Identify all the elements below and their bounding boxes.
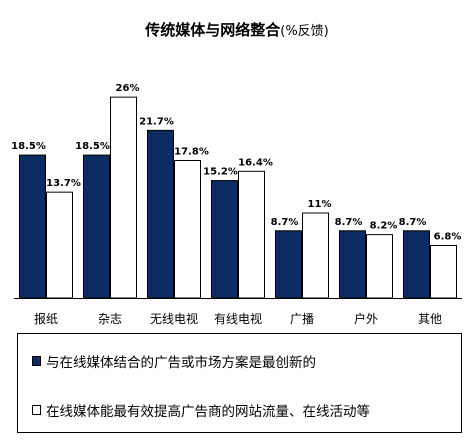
plot-area: 18.5% 13.7% 报纸 18.5% 26% 杂志 21.7% 17.8% 无线电视 15.2… <box>11 83 462 326</box>
chart-title: 传统媒体与网络整合(%反馈) <box>144 21 329 39</box>
legend-swatch-series1 <box>32 356 41 366</box>
value-label-s1-3: 15.2% <box>203 167 238 178</box>
value-label-s2-2: 17.8% <box>174 146 209 157</box>
value-label-s2-6: 6.8% <box>434 231 462 242</box>
bar-s2-4 <box>302 212 329 299</box>
legend-label-series2: 在线媒体能最有效提高广告商的网站流量、在线活动等 <box>46 404 370 420</box>
legend-swatch-series2 <box>32 405 41 415</box>
bar-s1-1 <box>83 154 110 299</box>
value-label-s1-2: 21.7% <box>139 116 174 127</box>
legend-item-series1: 与在线媒体结合的广告或市场方案是最创新的 <box>32 351 316 371</box>
bar-s2-5 <box>366 234 393 299</box>
bar-s1-4 <box>275 230 302 299</box>
chart-title-main: 传统媒体与网络整合 <box>144 21 281 39</box>
bar-s1-5 <box>339 230 366 299</box>
bar-s1-3 <box>211 180 238 299</box>
bar-s2-3 <box>238 170 265 299</box>
category-label-6: 其他 <box>418 312 442 326</box>
value-label-s1-4: 8.7% <box>271 217 299 228</box>
category-label-1: 杂志 <box>98 312 122 326</box>
bar-s1-2 <box>147 129 174 299</box>
bar-s1-6 <box>403 230 430 299</box>
value-label-s2-1: 26% <box>116 83 140 94</box>
legend: 与在线媒体结合的广告或市场方案是最创新的 在线媒体能最有效提高广告商的网站流量、… <box>17 333 462 433</box>
bar-s2-6 <box>430 244 457 299</box>
bar-s2-2 <box>174 159 201 299</box>
value-label-s1-0: 18.5% <box>11 141 46 152</box>
chart-title-sub: (%反馈) <box>280 24 329 39</box>
category-label-5: 户外 <box>354 311 378 326</box>
value-label-s2-0: 13.7% <box>46 178 81 189</box>
category-label-4: 广播 <box>290 312 314 326</box>
value-label-s2-4: 11% <box>308 199 332 210</box>
value-label-s1-5: 8.7% <box>335 217 363 228</box>
value-label-s1-1: 18.5% <box>75 141 110 152</box>
category-label-0: 报纸 <box>34 311 58 326</box>
value-label-s2-5: 8.2% <box>370 221 398 232</box>
legend-item-series2: 在线媒体能最有效提高广告商的网站流量、在线活动等 <box>32 400 370 420</box>
category-label-3: 有线电视 <box>214 311 262 326</box>
bar-s1-0 <box>19 154 46 299</box>
bar-s2-0 <box>46 191 73 299</box>
bar-s2-1 <box>110 96 137 299</box>
value-label-s1-6: 8.7% <box>399 217 427 228</box>
category-label-2: 无线电视 <box>150 311 198 326</box>
value-label-s2-3: 16.4% <box>238 157 273 168</box>
legend-label-series1: 与在线媒体结合的广告或市场方案是最创新的 <box>46 355 316 371</box>
